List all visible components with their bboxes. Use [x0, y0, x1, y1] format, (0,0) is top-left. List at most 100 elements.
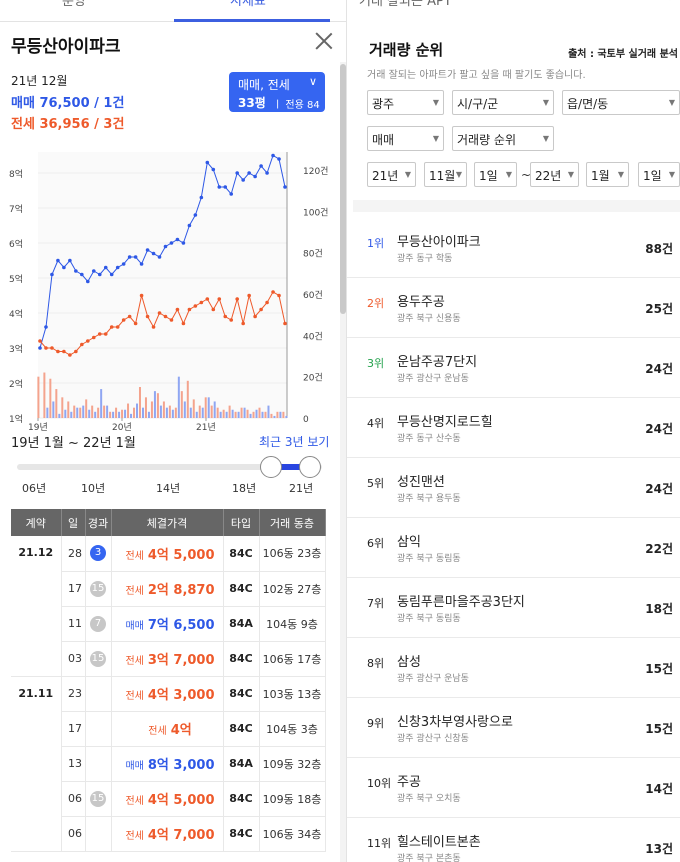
ranking-title: 거래량 순위 [369, 41, 444, 59]
left-tick-label: 4억 [9, 308, 23, 320]
from-month-select[interactable]: 11월 ▼ [424, 162, 467, 187]
rent-price-point [50, 346, 54, 350]
rent-volume-bar [49, 378, 52, 418]
slider-handle-end[interactable] [299, 456, 321, 478]
caret-down-icon: ▼ [404, 170, 411, 179]
rent-price-point [145, 314, 150, 319]
sale-volume-bar [147, 411, 150, 418]
from-year-select[interactable]: 21년 ▼ [367, 162, 416, 187]
sale-price-point [151, 251, 156, 256]
left-tick-label: 8억 [9, 168, 23, 180]
deal-type-select[interactable]: 매매, 전세 ∨ 33평 ㅣ 전용 84㎡ [229, 72, 325, 126]
sale-price-point [74, 269, 78, 273]
to-month-select[interactable]: 1월 ▼ [586, 162, 629, 187]
rent-volume-bar [97, 407, 100, 418]
tab-presale[interactable]: 분양 [62, 0, 86, 9]
deal-kind-select[interactable]: 매매 ▼ [367, 126, 444, 151]
apartment-address: 광주 동구 산수동 [397, 434, 461, 444]
rent-volume-bar [55, 389, 58, 418]
tab-hot-apt-label: 거래 잘되는 APT [359, 0, 452, 9]
col-contract: 계약 [11, 509, 62, 536]
sale-volume-bar [237, 411, 240, 418]
apartment-name: 주공 [397, 775, 421, 790]
tab-price-table[interactable]: 시세표 [230, 0, 266, 9]
rent-price-point [211, 307, 216, 312]
sale-price-point [62, 265, 66, 270]
deal-type: 84C [223, 571, 260, 607]
rent-volume-bar [204, 397, 207, 418]
sale-price-point [157, 255, 162, 259]
list-item[interactable]: 9위 신창3차부영사랑으로 광주 광산구 신창동 15건 [347, 698, 680, 758]
sale-price-point [235, 171, 239, 175]
rank-number: 2위 [367, 297, 385, 310]
period-slider-fill [271, 464, 310, 470]
chevron-right-icon[interactable]: › [669, 0, 674, 5]
town-select[interactable]: 읍/면/동 ▼ [562, 90, 680, 115]
rent-volume-bar [222, 409, 225, 418]
deal-kind: 전세 [125, 831, 144, 842]
scrollbar-thumb[interactable] [340, 64, 346, 314]
list-item[interactable]: 10위 주공 광주 북구 오치동 14건 [347, 758, 680, 818]
list-item[interactable]: 6위 삼익 광주 북구 동림동 22건 [347, 518, 680, 578]
col-day: 일 [61, 509, 86, 536]
sale-volume-bar [58, 413, 61, 418]
to-year-select[interactable]: 22년 ▼ [530, 162, 579, 187]
deal-kind: 전세 [125, 586, 144, 597]
rent-price-point [103, 332, 108, 336]
list-item[interactable]: 11위 힐스테이트본촌 광주 북구 본촌동 13건 [347, 818, 680, 862]
tab-hot-apt[interactable]: 거래 잘되는 APT › [346, 0, 680, 22]
list-item[interactable]: 2위 용두주공 광주 북구 신용동 25건 [347, 278, 680, 338]
rent-volume-bar [198, 405, 201, 418]
sale-volume-bar [249, 413, 252, 418]
close-icon[interactable] [314, 31, 334, 51]
chevron-down-icon: ∨ [308, 75, 317, 88]
to-day-select[interactable]: 1일 ▼ [638, 162, 680, 187]
list-item[interactable]: 1위 무등산아이파크 광주 동구 학동 88건 [347, 218, 680, 278]
from-day-select[interactable]: 1일 ▼ [474, 162, 517, 187]
section-divider [353, 200, 680, 212]
table-row[interactable]: 06 15 전세 4억 5,000 84C 109동 18층 [11, 781, 326, 817]
list-item[interactable]: 4위 무등산명지로드힐 광주 동구 산수동 24건 [347, 398, 680, 458]
table-row[interactable]: 17 전세 4억 84C 104동 3층 [11, 711, 326, 747]
rent-volume-bar [186, 380, 189, 418]
table-row[interactable]: 11 7 매매 7억 6,500 84A 104동 9층 [11, 606, 326, 642]
left-tick-label: 6억 [9, 238, 23, 250]
sale-price-point [247, 171, 251, 175]
table-row[interactable]: 21.12 28 3 전세 4억 5,000 84C 106동 23층 [11, 536, 326, 677]
rent-price-point [283, 321, 287, 326]
table-row[interactable]: 17 15 전세 2억 8,870 84C 102동 27층 [11, 571, 326, 607]
city-select[interactable]: 시/구/군 ▼ [452, 90, 554, 115]
right-tick-label: 120건 [303, 166, 328, 177]
sale-volume-bar [207, 397, 210, 418]
sale-price-point [56, 258, 60, 263]
rent-price-point [271, 290, 275, 294]
slider-handle-start[interactable] [260, 456, 282, 478]
table-row[interactable]: 03 15 전세 3억 7,000 84C 106동 17층 [11, 641, 326, 677]
list-item[interactable]: 5위 성진맨션 광주 북구 용두동 24건 [347, 458, 680, 518]
list-item[interactable]: 8위 삼성 광주 광산구 운남동 15건 [347, 638, 680, 698]
sale-price-point [271, 153, 275, 158]
table-row[interactable]: 06 전세 4억 7,000 84C 106동 34층 [11, 816, 326, 852]
deal-kind: 전세 [125, 656, 144, 667]
sort-select[interactable]: 거래량 순위 ▼ [452, 126, 554, 151]
deal-kind: 매매 [125, 761, 144, 772]
sale-volume-bar [213, 401, 216, 418]
caret-down-icon: ▼ [432, 134, 439, 143]
sale-volume-bar [285, 415, 288, 418]
active-tab-indicator [174, 19, 330, 22]
table-row[interactable]: 13 매매 8억 3,000 84A 109동 32층 [11, 746, 326, 782]
panel-scrollbar[interactable] [340, 62, 346, 862]
apartment-name: 용두주공 [397, 295, 445, 310]
price-trend-chart[interactable]: 1억 2억 3억 4억 5억 6억 7억 8억 0 20건 40건 60건 80건 100건 120건 19년… [0, 142, 340, 432]
list-item[interactable]: 3위 운남주공7단지 광주 광산구 운남동 24건 [347, 338, 680, 398]
rank-number: 9위 [367, 717, 385, 730]
recent-3y-link[interactable]: 최근 3년 보기 [259, 435, 330, 449]
table-row[interactable]: 21.11 23 전세 4억 3,000 84C 103동 13층 [11, 676, 326, 852]
region-select[interactable]: 광주 ▼ [367, 90, 444, 115]
period-slider-track[interactable] [17, 464, 322, 470]
left-tick-label: 5억 [9, 273, 23, 285]
sale-volume-bar [130, 413, 133, 418]
rent-price-point [109, 325, 114, 329]
caret-down-icon: ▼ [567, 170, 574, 179]
list-item[interactable]: 7위 동림푸른마을주공3단지 광주 북구 동림동 18건 [347, 578, 680, 638]
